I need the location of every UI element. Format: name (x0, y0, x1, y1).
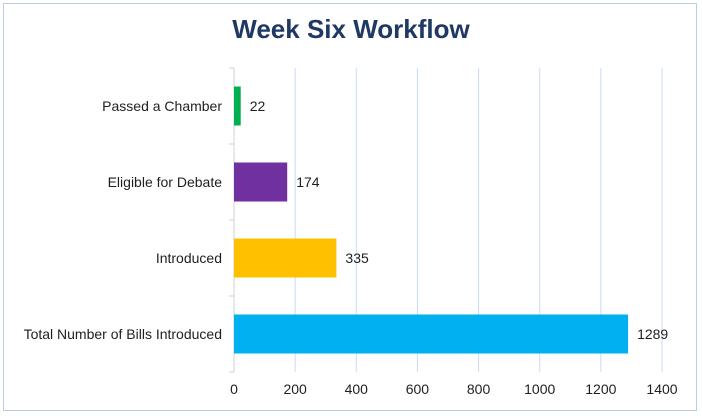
x-tick-label: 600 (406, 381, 430, 397)
data-label: 335 (345, 250, 369, 266)
x-tick-label: 0 (230, 381, 238, 397)
bar (234, 314, 629, 354)
x-tick-label: 1000 (524, 381, 555, 397)
bars (234, 86, 629, 354)
data-label: 22 (250, 98, 266, 114)
category-label: Eligible for Debate (108, 174, 223, 190)
category-label: Introduced (156, 250, 222, 266)
bar (234, 162, 288, 202)
data-label: 1289 (637, 326, 668, 342)
labels: 0 200 400 600 800 1000 1200 1400 Passed a Chambe… (24, 98, 678, 397)
x-tick-label: 400 (345, 381, 369, 397)
category-label: Passed a Chamber (102, 98, 222, 114)
data-label: 174 (296, 174, 320, 190)
bar (234, 238, 337, 278)
bar (234, 86, 241, 126)
x-tick-label: 1400 (646, 381, 677, 397)
category-label: Total Number of Bills Introduced (24, 326, 222, 342)
x-tick-label: 200 (283, 381, 307, 397)
chart-title: Week Six Workflow (232, 14, 470, 44)
x-tick-label: 1200 (585, 381, 616, 397)
x-tick-label: 800 (467, 381, 491, 397)
